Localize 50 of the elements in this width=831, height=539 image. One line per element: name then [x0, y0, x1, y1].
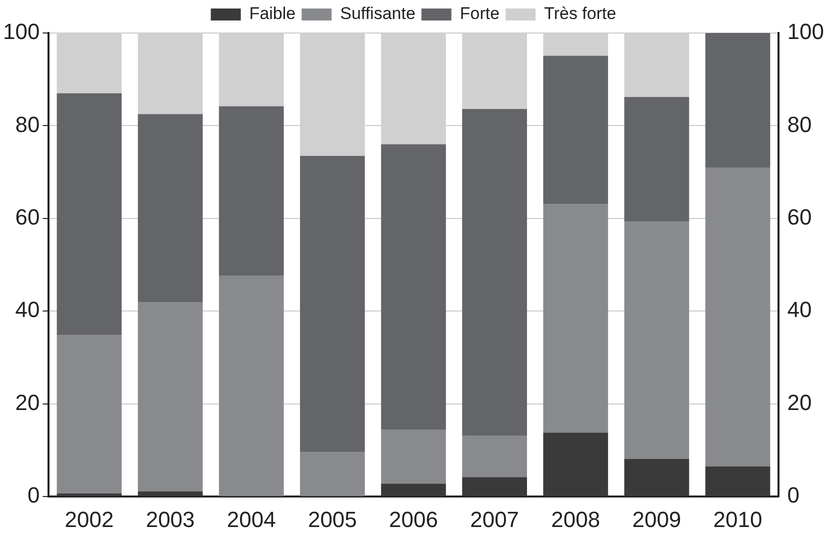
y2-tick-label: 100 — [787, 19, 824, 44]
bar — [381, 484, 446, 496]
y-tick-label: 40 — [15, 297, 40, 322]
bar — [218, 275, 284, 496]
x-tick-label: 2006 — [389, 506, 438, 532]
legend-label: Très forte — [544, 4, 616, 24]
y2-tick-label: 0 — [787, 482, 800, 508]
bar — [543, 204, 608, 433]
bar — [624, 96, 690, 222]
bar — [543, 56, 608, 204]
bar — [705, 33, 770, 168]
bar — [300, 452, 365, 496]
legend-label: Faible — [249, 4, 296, 24]
y-tick-label: 100 — [2, 19, 40, 44]
bar — [138, 492, 203, 496]
x-tick-label: 2003 — [146, 506, 195, 532]
bar — [462, 436, 527, 478]
bar — [543, 432, 608, 496]
y2-tick-label: 40 — [787, 297, 812, 322]
bar — [462, 109, 527, 436]
bar — [56, 335, 122, 494]
bar — [381, 430, 446, 484]
y-tick-label: 60 — [15, 204, 40, 230]
y2-tick-label: 60 — [787, 204, 812, 230]
bar — [138, 302, 203, 492]
x-tick-label: 2009 — [632, 506, 682, 532]
bar — [218, 106, 284, 276]
y-tick-label: 0 — [27, 482, 40, 508]
y2-tick-label: 80 — [787, 112, 812, 137]
x-tick-label: 2002 — [64, 506, 114, 532]
bar — [300, 156, 365, 452]
x-tick-label: 2010 — [713, 506, 762, 532]
bar — [624, 222, 690, 460]
y2-tick-label: 20 — [787, 390, 812, 415]
legend-label: Suffisante — [340, 4, 416, 24]
bar — [705, 168, 770, 466]
y-tick-label: 80 — [15, 112, 40, 137]
bar — [705, 466, 770, 496]
x-tick-label: 2007 — [470, 506, 520, 532]
x-tick-label: 2005 — [308, 506, 357, 532]
y-tick-label: 20 — [15, 390, 40, 415]
x-tick-label: 2008 — [551, 506, 600, 532]
bar — [56, 493, 122, 496]
bar — [138, 114, 203, 302]
bar — [56, 93, 122, 336]
bar — [381, 144, 446, 430]
bar — [624, 459, 690, 496]
x-tick-label: 2004 — [226, 506, 276, 532]
legend-label: Forte — [460, 4, 500, 24]
bar — [462, 477, 527, 496]
